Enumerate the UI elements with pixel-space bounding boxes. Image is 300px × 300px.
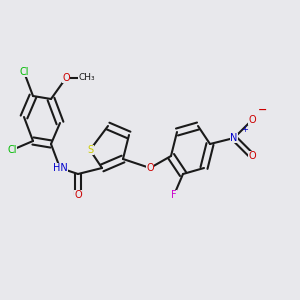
Text: Cl: Cl — [7, 145, 17, 155]
Text: F: F — [171, 190, 177, 200]
Text: O: O — [74, 190, 82, 200]
Text: N: N — [230, 133, 238, 143]
Text: O: O — [248, 151, 256, 161]
Text: O: O — [248, 115, 256, 125]
Text: O: O — [146, 163, 154, 173]
Text: Cl: Cl — [19, 67, 29, 77]
Text: S: S — [87, 145, 93, 155]
Text: +: + — [241, 124, 248, 134]
Text: CH₃: CH₃ — [79, 74, 95, 82]
Text: O: O — [62, 73, 70, 83]
Text: HN: HN — [52, 163, 68, 173]
Text: −: − — [258, 104, 267, 115]
